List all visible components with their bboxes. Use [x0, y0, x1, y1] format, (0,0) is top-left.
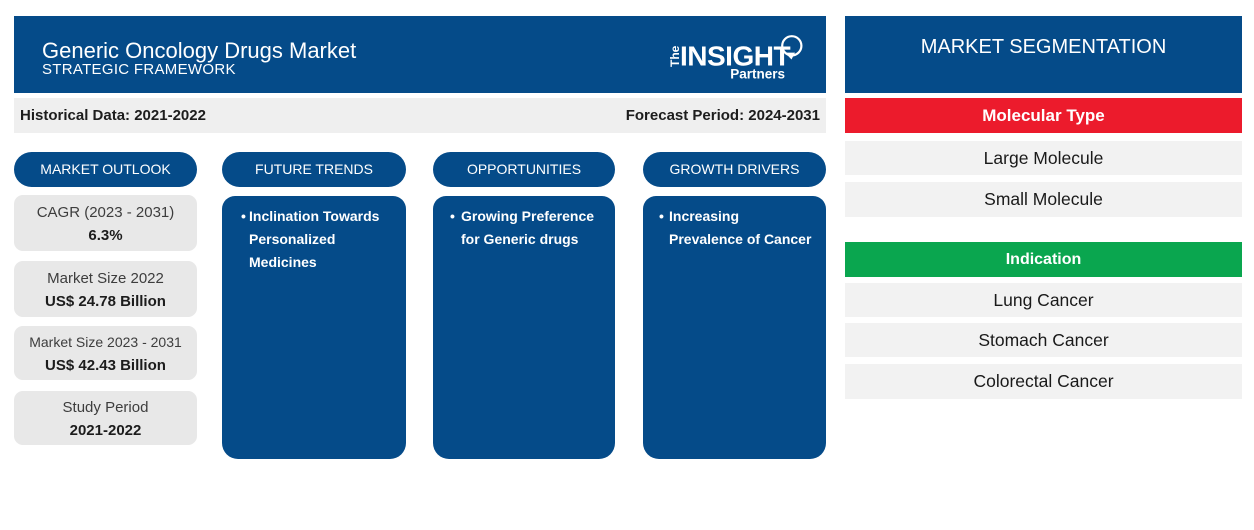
svg-text:The: The: [668, 45, 682, 67]
svg-text:INSIGHT: INSIGHT: [680, 41, 790, 72]
svg-text:Partners: Partners: [730, 67, 785, 82]
